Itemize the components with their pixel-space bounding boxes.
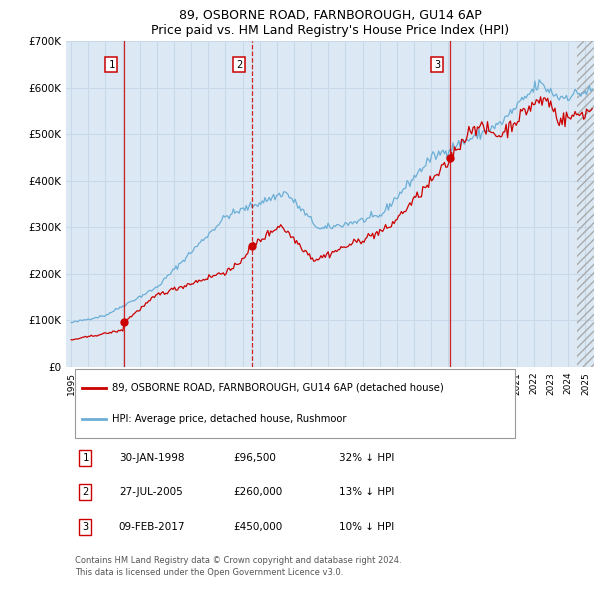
Text: 3: 3 xyxy=(434,60,440,70)
Text: 30-JAN-1998: 30-JAN-1998 xyxy=(119,453,184,463)
Text: 13% ↓ HPI: 13% ↓ HPI xyxy=(339,487,394,497)
Bar xyxy=(577,41,600,367)
Bar xyxy=(75,369,515,438)
Text: 1: 1 xyxy=(82,453,88,463)
Text: 2: 2 xyxy=(82,487,88,497)
Text: 3: 3 xyxy=(82,522,88,532)
Text: 1: 1 xyxy=(109,60,115,70)
Text: £96,500: £96,500 xyxy=(233,453,276,463)
Text: £450,000: £450,000 xyxy=(233,522,283,532)
Text: 2: 2 xyxy=(236,60,242,70)
Text: 32% ↓ HPI: 32% ↓ HPI xyxy=(339,453,394,463)
Text: 09-FEB-2017: 09-FEB-2017 xyxy=(119,522,185,532)
Text: £260,000: £260,000 xyxy=(233,487,283,497)
Text: 10% ↓ HPI: 10% ↓ HPI xyxy=(339,522,394,532)
Text: 89, OSBORNE ROAD, FARNBOROUGH, GU14 6AP (detached house): 89, OSBORNE ROAD, FARNBOROUGH, GU14 6AP … xyxy=(112,382,443,392)
Text: HPI: Average price, detached house, Rushmoor: HPI: Average price, detached house, Rush… xyxy=(112,414,346,424)
Title: 89, OSBORNE ROAD, FARNBOROUGH, GU14 6AP
Price paid vs. HM Land Registry's House : 89, OSBORNE ROAD, FARNBOROUGH, GU14 6AP … xyxy=(151,9,509,37)
Text: 27-JUL-2005: 27-JUL-2005 xyxy=(119,487,182,497)
Text: Contains HM Land Registry data © Crown copyright and database right 2024.
This d: Contains HM Land Registry data © Crown c… xyxy=(75,556,401,577)
